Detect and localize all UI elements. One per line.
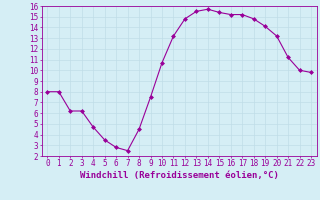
X-axis label: Windchill (Refroidissement éolien,°C): Windchill (Refroidissement éolien,°C) — [80, 171, 279, 180]
